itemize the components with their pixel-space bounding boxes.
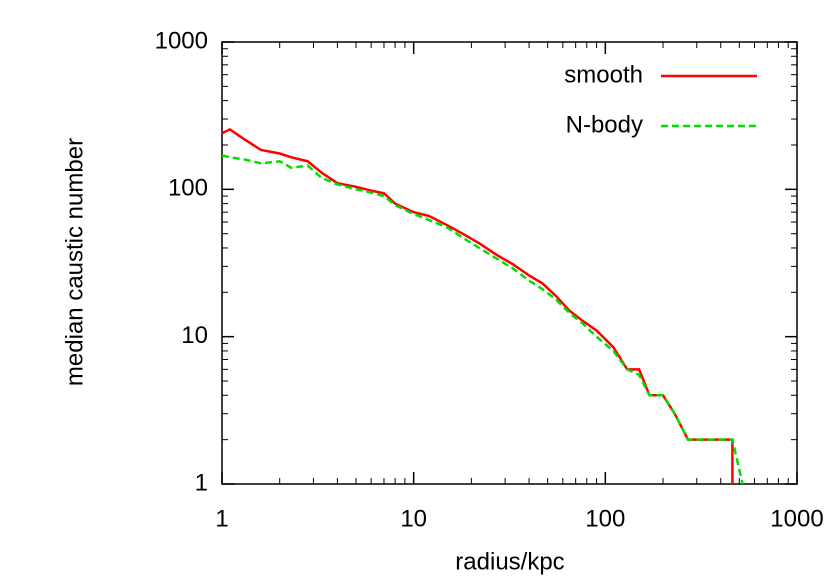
- y-tick-label: 1: [195, 469, 208, 496]
- x-tick-label: 100: [585, 505, 625, 532]
- series-line: [221, 154, 744, 485]
- x-tick-label: 1: [215, 505, 228, 532]
- y-tick-label: 1000: [155, 27, 208, 54]
- legend-label: N-body: [566, 111, 643, 138]
- x-tick-label: 10: [400, 505, 427, 532]
- y-tick-label: 100: [168, 175, 208, 202]
- y-axis-label: median caustic number: [61, 138, 88, 386]
- x-axis-label: radius/kpc: [455, 548, 564, 575]
- y-tick-label: 10: [181, 322, 208, 349]
- legend-label: smooth: [564, 61, 643, 88]
- x-tick-label: 1000: [770, 505, 823, 532]
- series-line: [221, 127, 734, 484]
- plot-frame: [221, 41, 798, 485]
